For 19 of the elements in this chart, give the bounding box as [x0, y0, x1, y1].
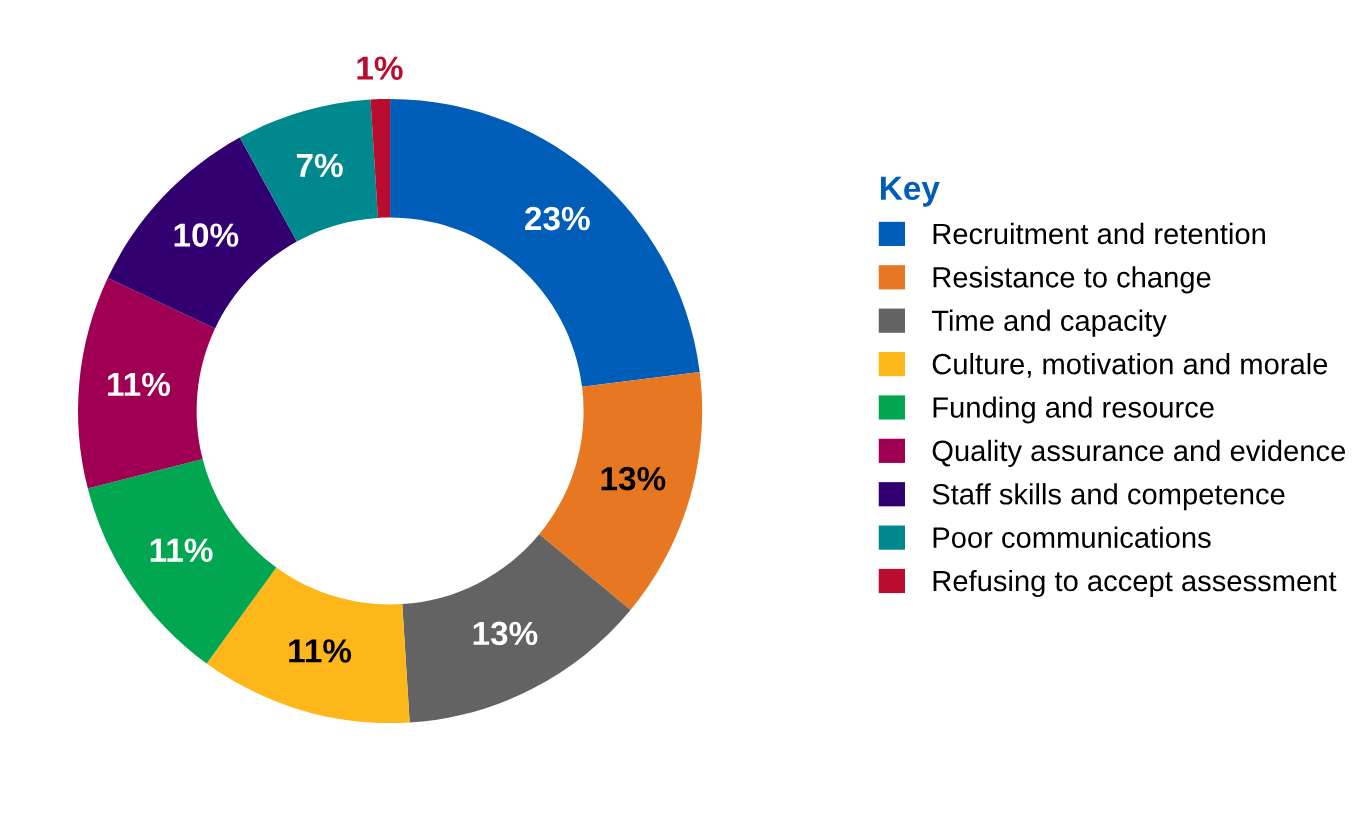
- legend-label: Quality assurance and evidence: [932, 439, 1346, 467]
- legend-label: Resistance to change: [933, 266, 1211, 294]
- legend-label: Recruitment and retention: [933, 222, 1265, 245]
- data-label: 23%: [525, 206, 590, 231]
- legend-title: Key: [880, 176, 940, 207]
- legend-label: Refusing to accept assessment: [933, 569, 1337, 598]
- data-label: 11%: [150, 538, 213, 562]
- legend-label: Time and capacity: [931, 309, 1167, 337]
- data-label: 13%: [473, 621, 538, 646]
- legend-label: Funding and resource: [933, 396, 1214, 424]
- legend-label: Culture, motivation and morale: [932, 352, 1328, 378]
- legend-label: Staff skills and competence: [932, 483, 1285, 511]
- data-label: 1%: [357, 56, 403, 80]
- data-label: 11%: [108, 372, 170, 397]
- legend-label: Poor communications: [933, 526, 1211, 548]
- data-label: 7%: [296, 153, 343, 178]
- data-label: 10%: [174, 223, 239, 247]
- data-label: 11%: [289, 639, 352, 663]
- data-label: 13%: [601, 466, 666, 491]
